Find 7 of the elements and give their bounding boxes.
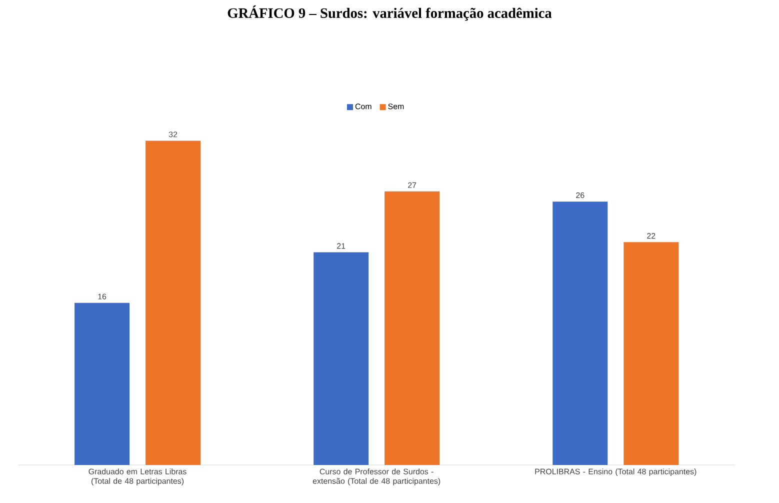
bar [74,302,130,465]
bar [146,140,201,465]
bar [384,191,440,465]
chart-title: GRÁFICO 9 – Surdos: variável formação acadêmica [228,6,552,21]
bar [624,242,679,465]
bar [552,202,608,465]
bar [314,252,369,465]
